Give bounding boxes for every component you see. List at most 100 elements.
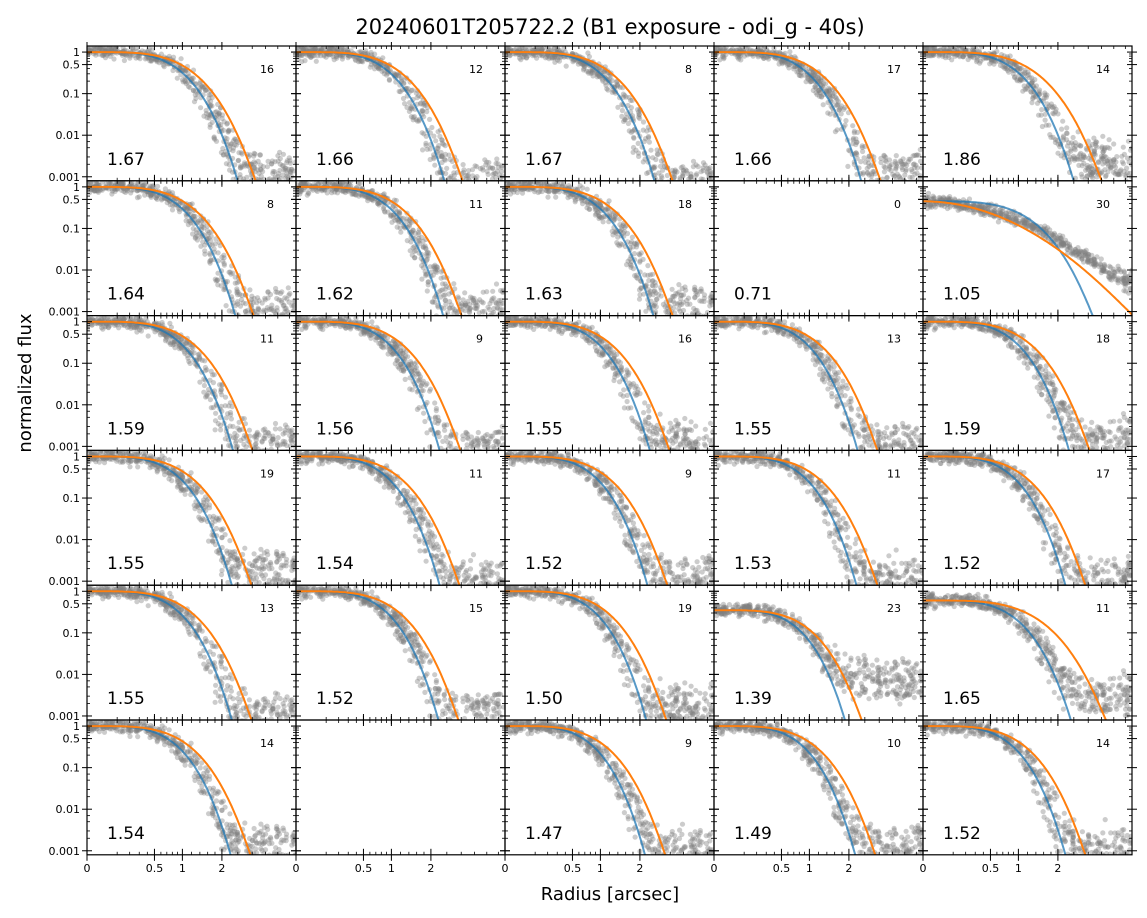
data-point bbox=[441, 274, 447, 280]
data-point bbox=[226, 269, 232, 275]
data-point bbox=[350, 191, 356, 197]
data-point bbox=[652, 288, 658, 294]
data-point bbox=[193, 234, 199, 240]
data-point bbox=[680, 164, 686, 170]
data-point bbox=[1116, 171, 1122, 177]
data-point bbox=[174, 75, 180, 81]
data-point bbox=[420, 147, 426, 153]
data-point bbox=[333, 181, 339, 187]
data-point bbox=[460, 162, 466, 168]
data-point bbox=[616, 243, 623, 249]
data-point bbox=[376, 66, 382, 72]
data-point bbox=[296, 56, 301, 62]
data-point bbox=[334, 190, 341, 196]
data-point bbox=[219, 112, 226, 118]
data-point bbox=[914, 152, 920, 158]
data-point bbox=[197, 80, 203, 86]
data-point bbox=[645, 133, 652, 140]
data-point bbox=[1095, 159, 1101, 165]
data-point bbox=[448, 175, 454, 181]
data-point bbox=[1111, 141, 1117, 147]
data-point bbox=[618, 241, 624, 247]
data-point bbox=[655, 292, 662, 298]
data-point bbox=[615, 82, 621, 88]
data-point bbox=[458, 303, 464, 309]
data-point bbox=[497, 310, 503, 316]
data-point bbox=[836, 107, 842, 113]
data-point bbox=[199, 218, 205, 224]
data-point bbox=[1091, 135, 1097, 141]
star-count-label: 12 bbox=[469, 63, 483, 76]
data-point bbox=[1084, 173, 1090, 179]
data-point bbox=[589, 70, 595, 76]
fwhm-label: 1.63 bbox=[525, 285, 563, 305]
data-point bbox=[242, 163, 248, 169]
data-point bbox=[854, 151, 860, 157]
data-point bbox=[490, 165, 496, 171]
data-point bbox=[349, 191, 355, 197]
data-point bbox=[216, 113, 222, 119]
data-point bbox=[258, 162, 264, 168]
data-point bbox=[306, 53, 312, 59]
data-point bbox=[552, 59, 558, 65]
data-point bbox=[1128, 147, 1132, 153]
data-point bbox=[1089, 166, 1095, 172]
data-point bbox=[495, 161, 501, 167]
data-point bbox=[866, 172, 872, 178]
data-point bbox=[368, 196, 374, 202]
data-point bbox=[826, 88, 832, 94]
data-point bbox=[672, 167, 678, 173]
data-point bbox=[474, 174, 480, 180]
data-point bbox=[434, 264, 440, 271]
data-point bbox=[878, 155, 884, 161]
data-point bbox=[630, 144, 637, 151]
data-point bbox=[902, 172, 908, 178]
data-point bbox=[1101, 147, 1107, 153]
data-point bbox=[340, 54, 346, 60]
data-point bbox=[462, 308, 468, 314]
data-point bbox=[1022, 67, 1028, 73]
data-point bbox=[234, 288, 240, 294]
data-point bbox=[865, 182, 870, 187]
data-point bbox=[264, 183, 269, 188]
data-point bbox=[1100, 133, 1106, 139]
data-point bbox=[296, 46, 301, 50]
data-point bbox=[719, 53, 726, 59]
data-point bbox=[99, 180, 105, 185]
data-point bbox=[154, 59, 160, 65]
data-point bbox=[680, 173, 686, 179]
data-point bbox=[535, 46, 541, 51]
data-point bbox=[700, 160, 707, 166]
data-point bbox=[487, 183, 492, 188]
data-point bbox=[480, 165, 486, 171]
data-point bbox=[1104, 161, 1110, 167]
data-point bbox=[332, 182, 338, 188]
data-point bbox=[534, 55, 540, 61]
data-point bbox=[232, 303, 239, 309]
data-point bbox=[826, 88, 833, 94]
data-point bbox=[462, 302, 468, 308]
data-point bbox=[456, 295, 462, 302]
data-point bbox=[1052, 109, 1059, 115]
data-point bbox=[539, 46, 545, 53]
data-point bbox=[1085, 167, 1091, 173]
data-point bbox=[654, 151, 661, 157]
data-point bbox=[1010, 71, 1016, 77]
data-point bbox=[357, 191, 363, 197]
data-point bbox=[679, 285, 685, 292]
data-point bbox=[469, 184, 474, 189]
data-point bbox=[435, 145, 441, 151]
data-point bbox=[693, 172, 699, 178]
data-point bbox=[1051, 111, 1057, 117]
data-point bbox=[658, 173, 665, 179]
data-point bbox=[693, 162, 699, 168]
data-point bbox=[118, 187, 125, 193]
data-point bbox=[412, 255, 418, 261]
data-point bbox=[519, 46, 525, 51]
data-point bbox=[544, 54, 550, 60]
data-point bbox=[796, 72, 802, 78]
data-point bbox=[218, 283, 224, 289]
data-point bbox=[1106, 163, 1112, 169]
data-point bbox=[128, 180, 134, 186]
